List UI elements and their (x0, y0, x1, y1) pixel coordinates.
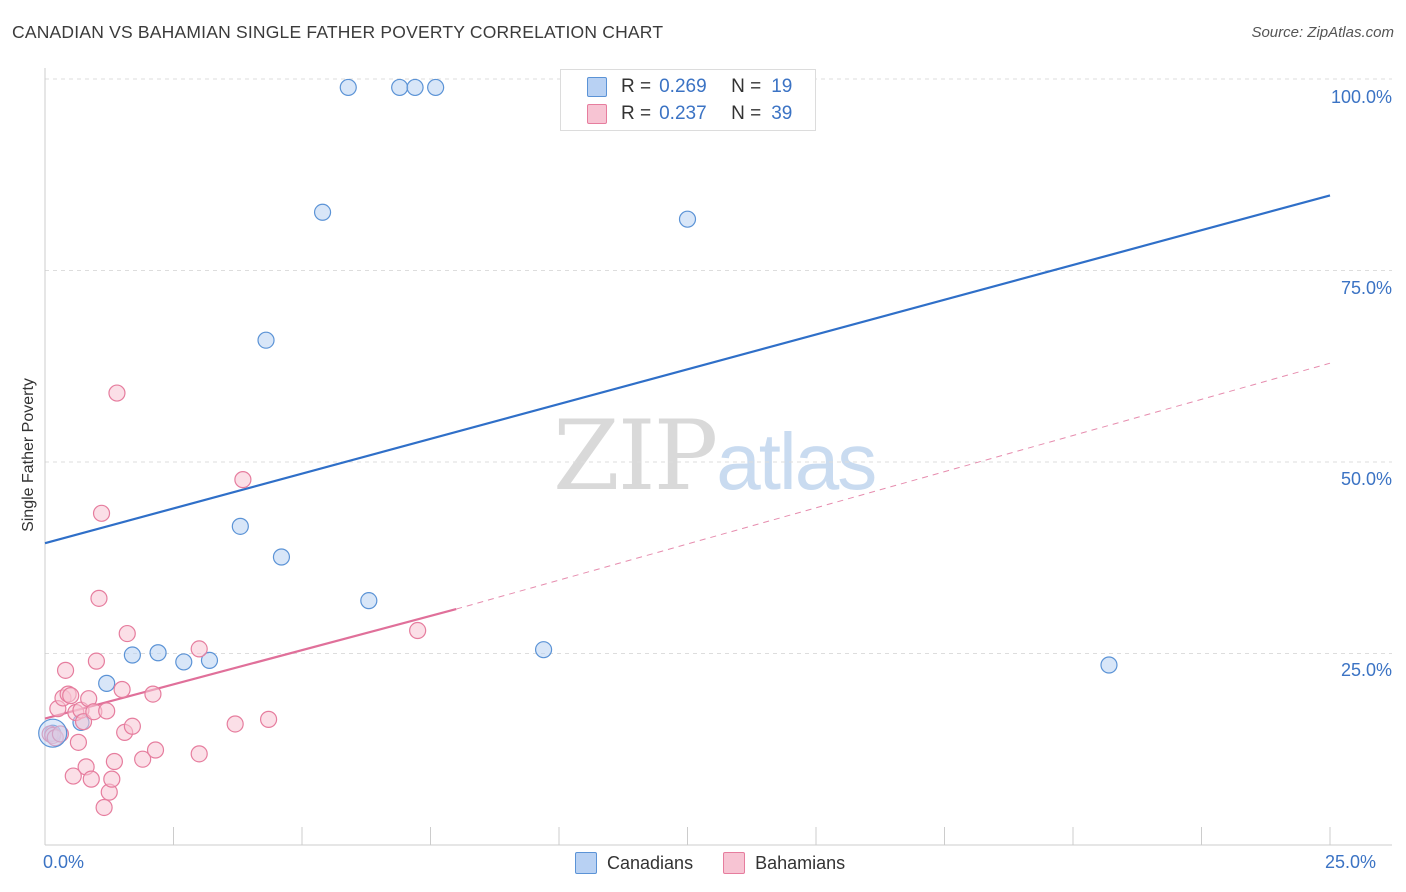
legend-item-canadians[interactable]: Canadians (575, 852, 693, 874)
legend-row-canadians: R = 0.269 N = 19 (587, 75, 792, 99)
y-tick-label: 25.0% (1340, 660, 1392, 680)
axes (44, 68, 1392, 846)
chart-title: CANADIAN VS BAHAMIAN SINGLE FATHER POVER… (12, 22, 664, 42)
data-point-bahamians (190, 640, 208, 658)
data-point-bahamians (64, 767, 82, 785)
data-point-bahamians (95, 798, 113, 817)
y-tick-label: 100.0% (1330, 87, 1392, 107)
trend-lines (44, 194, 1331, 720)
legend-n-label: N = (731, 76, 762, 97)
data-point-bahamians (98, 702, 116, 720)
legend-item-bahamians[interactable]: Bahamians (723, 852, 845, 874)
legend-r-value: 0.237 (659, 103, 707, 124)
legend-n-value: 19 (771, 76, 793, 97)
data-point-canadians (257, 331, 275, 349)
legend-swatch-pink (587, 104, 607, 124)
legend-r-label: R = (621, 103, 652, 124)
data-point-canadians (175, 653, 193, 671)
trend-line-bahamians (44, 608, 457, 720)
data-point-canadians (534, 641, 553, 659)
data-point-canadians (123, 646, 141, 664)
legend-n-value: 39 (771, 103, 793, 124)
data-point-canadians (678, 210, 697, 228)
data-point-bahamians (190, 745, 208, 763)
y-tick-label: 75.0% (1340, 278, 1392, 298)
x-tick-label: 0.0% (43, 852, 85, 872)
data-point-bahamians (234, 471, 252, 489)
data-point-canadians (391, 78, 409, 97)
source-label: Source: ZipAtlas.com (1251, 24, 1394, 41)
data-point-bahamians (144, 685, 162, 703)
legend-row-bahamians: R = 0.237 N = 39 (587, 102, 792, 126)
y-axis-label: Single Father Poverty (20, 378, 37, 532)
y-tick-label: 50.0% (1340, 469, 1392, 489)
series-legend: Canadians Bahamians (575, 852, 875, 874)
data-point-bahamians (90, 589, 108, 607)
grid-lines (45, 78, 1392, 654)
watermark-zip: ZIP (553, 400, 718, 512)
data-point-canadians (231, 517, 249, 535)
data-point-canadians (200, 651, 219, 669)
data-point-bahamians (259, 710, 278, 728)
data-point-bahamians (82, 770, 100, 788)
data-point-bahamians (74, 713, 93, 731)
data-point-bahamians (146, 741, 165, 759)
data-point-bahamians (105, 752, 123, 771)
data-point-canadians (98, 674, 116, 692)
data-point-bahamians (108, 384, 126, 402)
legend-label-canadians: Canadians (607, 852, 694, 873)
correlation-legend: R = 0.269 N = 19 R = 0.237 N = 39 (560, 69, 816, 131)
trend-line-canadians (44, 194, 1331, 545)
data-point-canadians (149, 644, 167, 662)
legend-swatch-blue (575, 852, 597, 874)
data-point-bahamians (87, 652, 106, 670)
data-point-canadians (406, 78, 424, 97)
data-point-bahamians (56, 661, 75, 679)
data-point-canadians (339, 78, 357, 97)
data-point-bahamians (113, 680, 131, 699)
data-point-bahamians (103, 770, 121, 788)
data-point-bahamians (409, 621, 427, 640)
data-point-canadians (1100, 656, 1118, 674)
data-point-bahamians (226, 715, 244, 733)
data-points (38, 78, 1118, 817)
data-point-canadians (313, 203, 332, 221)
data-point-canadians (38, 718, 68, 748)
data-point-canadians (272, 548, 291, 566)
data-point-bahamians (69, 733, 88, 751)
data-point-bahamians (51, 725, 70, 743)
x-tick-label: 25.0% (1325, 852, 1377, 872)
data-point-bahamians (92, 504, 111, 522)
data-point-bahamians (62, 687, 80, 705)
legend-r-label: R = (621, 76, 652, 97)
data-point-bahamians (134, 750, 152, 768)
legend-n-label: N = (731, 103, 762, 124)
data-point-canadians (360, 592, 378, 610)
watermark: ZIPatlas (553, 400, 877, 512)
trend-line-bahamians-extension (456, 362, 1331, 610)
data-point-bahamians (118, 624, 136, 643)
legend-r-value: 0.269 (659, 76, 707, 97)
legend-label-bahamians: Bahamians (755, 852, 846, 873)
data-point-bahamians (123, 717, 141, 735)
legend-swatch-pink (723, 852, 746, 874)
data-point-canadians (427, 78, 445, 97)
legend-swatch-blue (587, 77, 607, 97)
